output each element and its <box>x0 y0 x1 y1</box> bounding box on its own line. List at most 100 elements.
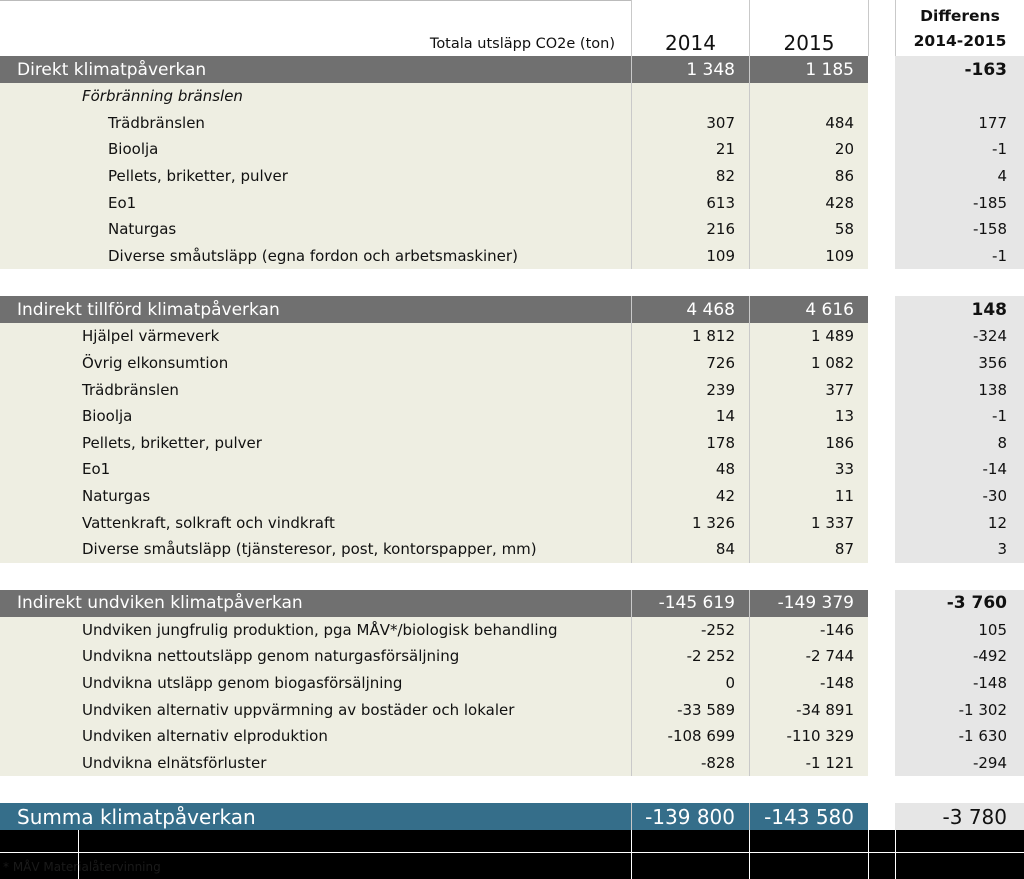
value-diff: 8 <box>895 429 1024 457</box>
value-2014: 178 <box>631 429 749 457</box>
row-label: Undviken alternativ elproduktion <box>0 723 631 750</box>
section-title: Indirekt tillförd klimatpåverkan <box>0 296 631 324</box>
table-row: Övrig elkonsumtion 726 1 082 356 <box>0 349 1024 377</box>
section-gap <box>0 563 1024 590</box>
total-diff: -3 780 <box>895 803 1024 831</box>
spacer-cell <box>868 376 895 403</box>
value-2014: -145 619 <box>631 589 749 617</box>
value-diff: -1 302 <box>895 696 1024 723</box>
footer-grid-line <box>0 852 1024 854</box>
value-2015: -1 121 <box>749 749 868 777</box>
value-2015: -149 379 <box>749 589 868 617</box>
spacer-cell <box>868 243 895 270</box>
value-diff: -1 <box>895 136 1024 163</box>
value-2014: 613 <box>631 189 749 216</box>
table-row: Diverse småutsläpp (egna fordon och arbe… <box>0 242 1024 270</box>
value-2014: -108 699 <box>631 723 749 750</box>
table-row: Undvikna utsläpp genom biogasförsäljning… <box>0 669 1024 697</box>
value-2014: -252 <box>631 616 749 644</box>
value-2015: 20 <box>749 136 868 163</box>
value-2015: 4 616 <box>749 296 868 324</box>
spacer-cell <box>868 216 895 243</box>
footer-grid-line <box>78 830 79 879</box>
row-label: Undvikna nettoutsläpp genom naturgasförs… <box>0 643 631 670</box>
value-2014: 216 <box>631 216 749 243</box>
spacer-cell <box>868 56 895 83</box>
value-2014: 4 468 <box>631 296 749 324</box>
header-year-2015: 2015 <box>783 31 835 55</box>
footer-grid-line <box>631 830 632 879</box>
spacer-cell <box>868 617 895 644</box>
footer-grid-line <box>895 830 896 879</box>
spacer-cell <box>868 750 895 777</box>
header-spacer-cell <box>868 0 895 56</box>
value-2015: 186 <box>749 429 868 457</box>
spacer-cell <box>868 323 895 350</box>
total-2014: -139 800 <box>631 803 749 831</box>
value-2014: 84 <box>631 536 749 563</box>
value-diff: -492 <box>895 643 1024 670</box>
spacer-cell <box>868 803 895 830</box>
row-label: Hjälpel värmeverk <box>0 323 631 350</box>
table-row: Bioolja 14 13 -1 <box>0 403 1024 430</box>
table-row: Undviken jungfrulig produktion, pga MÅV*… <box>0 616 1024 644</box>
value-2014: 1 348 <box>631 56 749 83</box>
header-caption-cell: Totala utsläpp CO2e (ton) <box>0 0 631 56</box>
row-label: Undvikna utsläpp genom biogasförsäljning <box>0 669 631 697</box>
row-label: Undvikna elnätsförluster <box>0 749 631 777</box>
footnote: * MÅV Materialåtervinning <box>3 860 161 875</box>
value-diff: -163 <box>895 56 1024 83</box>
section-title: Direkt klimatpåverkan <box>0 56 631 83</box>
table-row: Eo1 613 428 -185 <box>0 189 1024 216</box>
table-row: Hjälpel värmeverk 1 812 1 489 -324 <box>0 323 1024 350</box>
value-2014: -33 589 <box>631 696 749 723</box>
section-title: Indirekt undviken klimatpåverkan <box>0 589 631 617</box>
value-diff: -185 <box>895 189 1024 216</box>
value-2015: -146 <box>749 616 868 644</box>
spacer-cell <box>868 403 895 430</box>
section-heading-row: Indirekt tillförd klimatpåverkan 4 468 4 6… <box>0 296 1024 324</box>
spacer-cell <box>868 110 895 137</box>
row-label: Trädbränslen <box>0 109 631 137</box>
value-2015: 58 <box>749 216 868 243</box>
value-2014: -828 <box>631 749 749 777</box>
header-diff-line1: Differens <box>920 7 1000 25</box>
table-row: Undvikna elnätsförluster -828 -1 121 -294 <box>0 749 1024 777</box>
section-gap <box>0 776 1024 803</box>
row-label: Naturgas <box>0 216 631 243</box>
row-label: Eo1 <box>0 189 631 216</box>
subheading-row: Förbränning bränslen <box>0 83 1024 110</box>
value-2014: 82 <box>631 162 749 190</box>
value-2014: 1 326 <box>631 509 749 536</box>
value-2015: 109 <box>749 242 868 270</box>
value-2015: 1 082 <box>749 349 868 377</box>
value-2015: 11 <box>749 482 868 510</box>
spacer-cell <box>868 590 895 617</box>
table-row: Naturgas 42 11 -30 <box>0 482 1024 510</box>
header-year-2014: 2014 <box>665 31 716 55</box>
value-diff: -1 630 <box>895 723 1024 750</box>
table-row: Naturgas 216 58 -158 <box>0 216 1024 243</box>
row-label: Trädbränslen <box>0 376 631 403</box>
table-row: Diverse småutsläpp (tjänsteresor, post, … <box>0 536 1024 563</box>
table-row: Undvikna nettoutsläpp genom naturgasförs… <box>0 643 1024 670</box>
header-year-2014-cell: 2014 <box>631 0 749 56</box>
row-label: Diverse småutsläpp (tjänsteresor, post, … <box>0 536 631 563</box>
header-diff-cell: Differens 2014-2015 <box>895 0 1024 56</box>
spacer-cell <box>868 723 895 750</box>
footer-grid-line <box>868 830 869 879</box>
subheading-label: Förbränning bränslen <box>0 83 631 110</box>
table-row: Trädbränslen 239 377 138 <box>0 376 1024 403</box>
value-2014: 0 <box>631 669 749 697</box>
value-2015: 377 <box>749 376 868 403</box>
value-2015: 1 185 <box>749 56 868 83</box>
value-2015: 1 489 <box>749 323 868 350</box>
row-label: Bioolja <box>0 136 631 163</box>
value-diff: -158 <box>895 216 1024 243</box>
value-diff: -1 <box>895 403 1024 430</box>
table-row: Undviken alternativ uppvärmning av bostä… <box>0 696 1024 723</box>
spacer-cell <box>868 509 895 536</box>
value-2015: -110 329 <box>749 723 868 750</box>
section-heading-row: Direkt klimatpåverkan 1 348 1 185 -163 <box>0 56 1024 83</box>
